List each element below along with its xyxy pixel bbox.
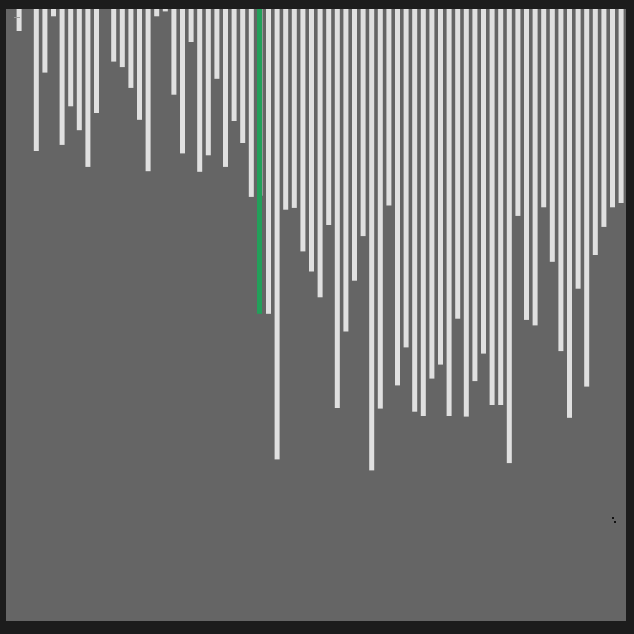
bar-28 bbox=[248, 9, 254, 197]
bar-3 bbox=[33, 9, 39, 151]
bar-22 bbox=[197, 9, 203, 172]
bar-55 bbox=[481, 9, 486, 354]
bar-5 bbox=[51, 9, 56, 17]
bar-31 bbox=[274, 9, 280, 460]
bar-67 bbox=[584, 9, 590, 387]
bar-30 bbox=[266, 9, 271, 314]
bar-56 bbox=[489, 9, 495, 405]
bar-60 bbox=[524, 9, 529, 320]
bar-8 bbox=[76, 9, 82, 131]
bar-4 bbox=[42, 9, 48, 73]
bar-50 bbox=[438, 9, 443, 365]
bar-38 bbox=[334, 9, 340, 408]
bar-18 bbox=[162, 9, 168, 12]
bar-20 bbox=[180, 9, 185, 154]
bar-37 bbox=[326, 9, 332, 225]
visualization-canvas bbox=[6, 9, 626, 621]
bar-71 bbox=[618, 9, 624, 203]
bars-layer bbox=[16, 9, 624, 471]
bar-6 bbox=[59, 9, 65, 145]
bar-27 bbox=[240, 9, 246, 143]
bar-45 bbox=[395, 9, 400, 386]
bar-61 bbox=[532, 9, 538, 326]
bar-54 bbox=[472, 9, 478, 382]
bar-14 bbox=[128, 9, 134, 88]
bar-21 bbox=[188, 9, 194, 42]
bar-70 bbox=[610, 9, 615, 208]
highlighted-bar bbox=[257, 9, 262, 314]
bar-16 bbox=[145, 9, 151, 172]
bar-49 bbox=[429, 9, 435, 379]
bar-13 bbox=[119, 9, 125, 68]
bar-41 bbox=[360, 9, 366, 237]
bar-65 bbox=[567, 9, 572, 418]
bar-46 bbox=[403, 9, 409, 348]
bar-34 bbox=[300, 9, 306, 252]
bar-69 bbox=[601, 9, 607, 227]
bar-12 bbox=[111, 9, 117, 62]
bar-32 bbox=[283, 9, 289, 210]
bar-36 bbox=[317, 9, 323, 298]
bar-53 bbox=[463, 9, 469, 417]
bar-51 bbox=[446, 9, 452, 416]
bar-10 bbox=[94, 9, 99, 113]
bar-48 bbox=[420, 9, 426, 416]
bar-33 bbox=[291, 9, 297, 208]
bar-66 bbox=[575, 9, 581, 289]
bar-9 bbox=[85, 9, 91, 167]
bar-68 bbox=[592, 9, 598, 255]
bar-19 bbox=[171, 9, 177, 95]
bar-52 bbox=[455, 9, 461, 319]
bar-15 bbox=[137, 9, 142, 120]
bar-25 bbox=[223, 9, 228, 167]
bar-47 bbox=[412, 9, 418, 412]
bar-26 bbox=[231, 9, 237, 121]
bar-57 bbox=[498, 9, 504, 405]
bar-39 bbox=[343, 9, 349, 332]
bar-58 bbox=[506, 9, 512, 464]
bar-63 bbox=[549, 9, 555, 262]
bar-35 bbox=[309, 9, 314, 272]
resize-grip-icon[interactable] bbox=[612, 517, 616, 525]
bar-23 bbox=[205, 9, 211, 156]
bar-62 bbox=[541, 9, 547, 208]
bar-1 bbox=[16, 9, 22, 31]
bar-40 bbox=[352, 9, 357, 281]
corner-tick-mark bbox=[14, 17, 20, 18]
bar-42 bbox=[369, 9, 375, 471]
bar-43 bbox=[377, 9, 383, 409]
bar-7 bbox=[68, 9, 74, 107]
bar-59 bbox=[515, 9, 521, 216]
bar-44 bbox=[386, 9, 392, 206]
bar-64 bbox=[558, 9, 564, 352]
bar-17 bbox=[154, 9, 160, 17]
bar-24 bbox=[214, 9, 220, 79]
